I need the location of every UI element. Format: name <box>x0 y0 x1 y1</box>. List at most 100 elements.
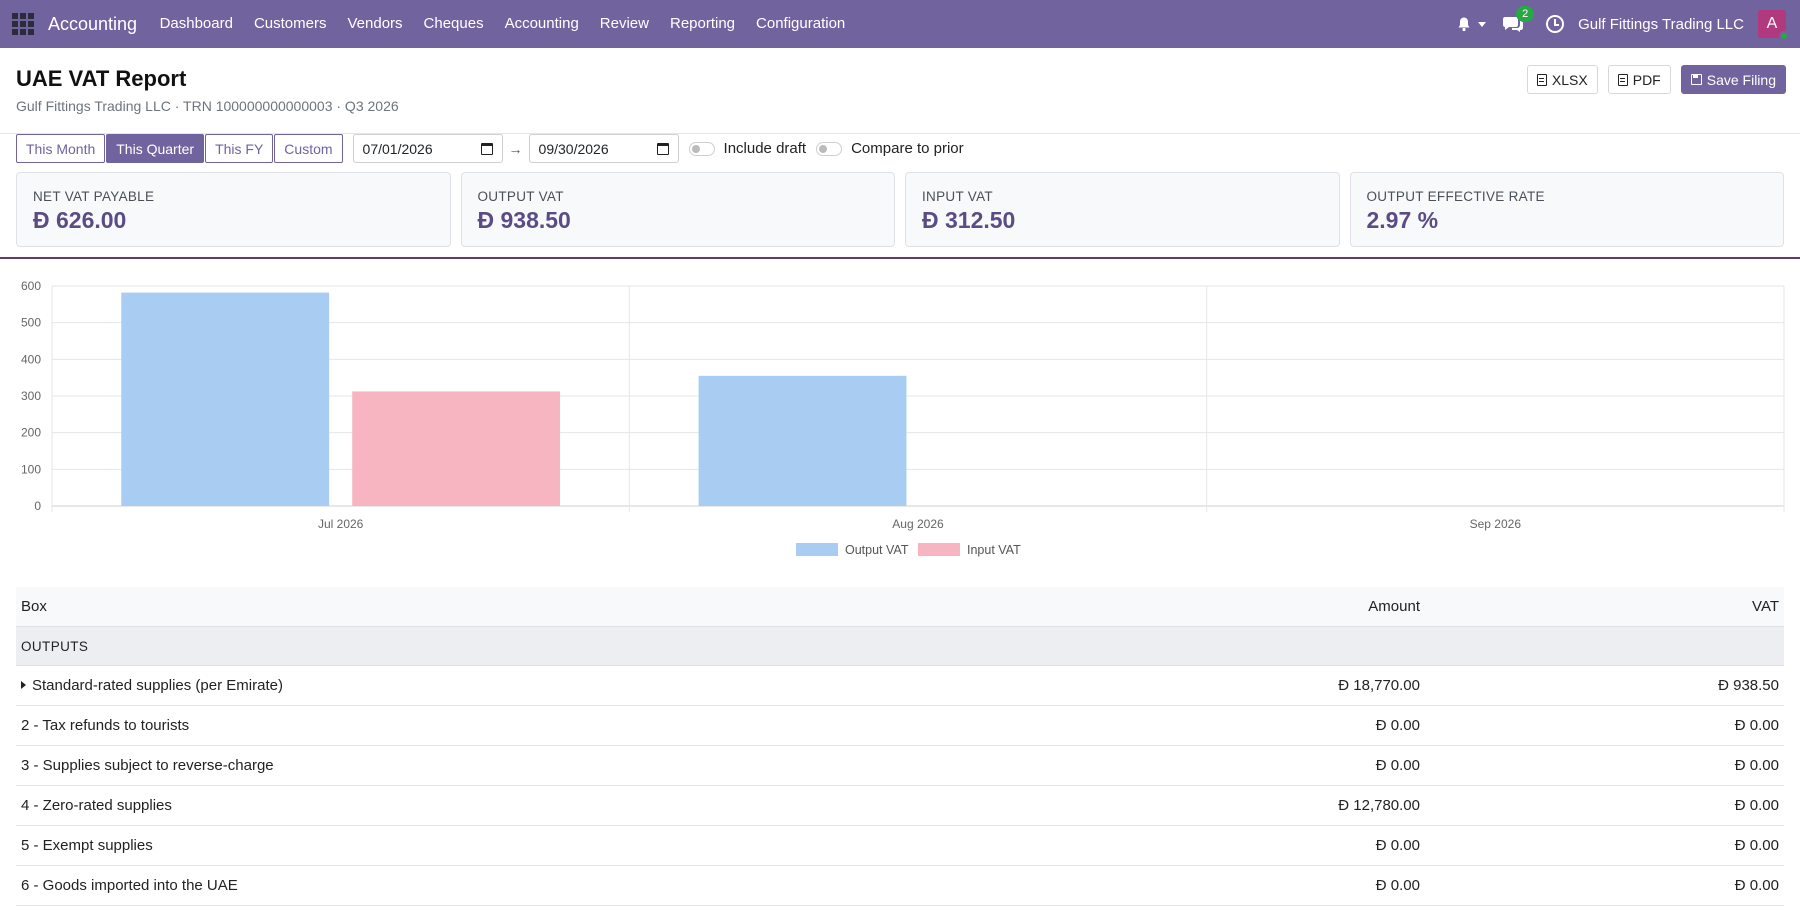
include-draft-toggle[interactable] <box>688 141 715 156</box>
caret-right-icon[interactable] <box>21 681 26 689</box>
kpi-value: Đ 312.50 <box>922 207 1016 233</box>
legend-label: Input VAT <box>967 543 1021 557</box>
row-amount: Đ 18,770.00 <box>1338 677 1420 694</box>
chat-count-badge: 2 <box>1516 6 1535 22</box>
kpi-net-vat-payable: NET VAT PAYABLE Đ 626.00 <box>16 172 451 247</box>
row-label-cell: Standard-rated supplies (per Emirate) <box>16 677 1130 694</box>
header-actions: XLSX PDF Save Filing <box>1526 65 1786 94</box>
kpi-output-vat: OUTPUT VAT Đ 938.50 <box>460 172 895 247</box>
header-amount: Amount <box>1368 598 1420 615</box>
row-label: 2 - Tax refunds to tourists <box>21 717 190 734</box>
table-row-standard-rated[interactable]: Standard-rated supplies (per Emirate) Đ … <box>16 666 1784 706</box>
kpi-value: Đ 938.50 <box>477 207 571 233</box>
nav-accounting[interactable]: Accounting <box>504 15 579 32</box>
y-tick-label: 200 <box>21 426 41 440</box>
kpi-output-effective-rate: OUTPUT EFFECTIVE RATE 2.97 % <box>1349 172 1784 247</box>
row-amount: Đ 0.00 <box>1375 717 1420 734</box>
page-title: UAE VAT Report <box>16 66 187 91</box>
date-to-input[interactable]: 09/30/2026 <box>528 134 679 163</box>
date-to-value: 09/30/2026 <box>538 140 609 157</box>
kpi-value: 2.97 % <box>1366 207 1439 233</box>
header-divider <box>0 133 1800 134</box>
period-this-fy[interactable]: This FY <box>205 134 274 163</box>
save-icon <box>1690 74 1702 85</box>
user-avatar[interactable]: A <box>1758 10 1789 41</box>
app-brand[interactable]: Accounting <box>48 13 138 34</box>
avatar-initial: A <box>1766 15 1778 32</box>
nav-review[interactable]: Review <box>599 15 649 32</box>
y-tick-label: 0 <box>34 499 41 513</box>
vat-bar-chart: 0 100 200 300 400 500 600 Jul 2026 Aug 2026 Sep 2… <box>21 279 1785 557</box>
navbar-right: 2 Gulf Fittings Trading LLC A <box>1456 0 1800 48</box>
apps-menu-icon[interactable] <box>12 13 34 35</box>
header-vat: VAT <box>1752 598 1779 615</box>
row-vat: Đ 938.50 <box>1718 677 1779 694</box>
y-tick-label: 600 <box>21 279 41 293</box>
row-vat: Đ 0.00 <box>1734 877 1779 894</box>
row-amount: Đ 0.00 <box>1375 757 1420 774</box>
row-vat: Đ 0.00 <box>1734 797 1779 814</box>
date-from-value: 07/01/2026 <box>362 140 433 157</box>
kpi-label: OUTPUT EFFECTIVE RATE <box>1366 189 1545 204</box>
row-vat: Đ 0.00 <box>1734 717 1779 734</box>
chat-icon <box>1503 17 1524 32</box>
nav-vendors[interactable]: Vendors <box>347 15 403 32</box>
x-tick-label: Aug 2026 <box>892 517 944 531</box>
kpi-cards: NET VAT PAYABLE Đ 626.00 OUTPUT VAT Đ 93… <box>16 172 1784 247</box>
bar-output-vat <box>698 375 907 506</box>
nav-cheques[interactable]: Cheques <box>423 15 484 32</box>
nav-configuration[interactable]: Configuration <box>756 15 846 32</box>
calendar-icon[interactable] <box>656 142 669 155</box>
nav-reporting[interactable]: Reporting <box>669 15 736 32</box>
table-header: Box Amount VAT <box>16 587 1784 627</box>
row-label: 4 - Zero-rated supplies <box>21 797 172 814</box>
nav-customers[interactable]: Customers <box>253 15 327 32</box>
row-label: 5 - Exempt supplies <box>21 837 153 854</box>
chevron-down-icon[interactable] <box>1478 21 1487 27</box>
kpi-value: Đ 626.00 <box>33 207 127 233</box>
bar-input-vat <box>352 391 561 506</box>
x-tick-label: Sep 2026 <box>1470 517 1522 531</box>
bar-output-vat <box>121 292 330 506</box>
row-amount: Đ 0.00 <box>1375 877 1420 894</box>
row-label: 6 - Goods imported into the UAE <box>21 877 238 894</box>
y-tick-label: 400 <box>21 352 41 366</box>
export-pdf-button[interactable]: PDF <box>1607 65 1671 94</box>
include-draft-label: Include draft <box>723 140 807 157</box>
legend-swatch <box>796 543 838 556</box>
table-row: 4 - Zero-rated supplies Đ 12,780.00 Đ 0.… <box>16 786 1784 826</box>
compare-prior-label: Compare to prior <box>851 140 964 157</box>
kpi-label: INPUT VAT <box>922 189 993 204</box>
bell-icon[interactable] <box>1456 16 1472 32</box>
filter-bar: This Month This Quarter This FY Custom 0… <box>16 134 964 163</box>
period-custom[interactable]: Custom <box>274 134 343 163</box>
file-excel-icon <box>1536 73 1547 86</box>
nav-dashboard[interactable]: Dashboard <box>159 15 233 32</box>
section-outputs: OUTPUTS <box>16 627 1784 666</box>
period-this-month[interactable]: This Month <box>16 134 106 163</box>
table-row: 2 - Tax refunds to tourists Đ 0.00 Đ 0.0… <box>16 706 1784 746</box>
save-filing-button[interactable]: Save Filing <box>1680 65 1786 94</box>
chat-button[interactable]: 2 <box>1502 6 1535 33</box>
section-divider <box>0 257 1800 259</box>
calendar-icon[interactable] <box>480 142 493 155</box>
export-xlsx-button[interactable]: XLSX <box>1526 65 1598 94</box>
arrow-right-icon: → <box>508 140 523 157</box>
online-status-dot <box>1779 31 1789 41</box>
y-tick-label: 500 <box>21 316 41 330</box>
legend-label: Output VAT <box>845 543 909 557</box>
pdf-label: PDF <box>1632 71 1661 88</box>
legend-swatch <box>918 543 960 556</box>
period-this-quarter[interactable]: This Quarter <box>106 134 205 163</box>
compare-prior-toggle[interactable] <box>816 141 843 156</box>
date-from-input[interactable]: 07/01/2026 <box>352 134 503 163</box>
x-tick-label: Jul 2026 <box>318 517 364 531</box>
period-selector: This Month This Quarter This FY Custom <box>16 134 344 163</box>
row-vat: Đ 0.00 <box>1734 837 1779 854</box>
activity-clock-icon[interactable] <box>1546 15 1565 33</box>
header-box: Box <box>21 598 47 615</box>
company-switcher[interactable]: Gulf Fittings Trading LLC <box>1578 15 1744 33</box>
row-label: 3 - Supplies subject to reverse-charge <box>21 757 274 774</box>
kpi-label: NET VAT PAYABLE <box>33 189 155 204</box>
page-subtitle: Gulf Fittings Trading LLC · TRN 10000000… <box>16 98 399 114</box>
